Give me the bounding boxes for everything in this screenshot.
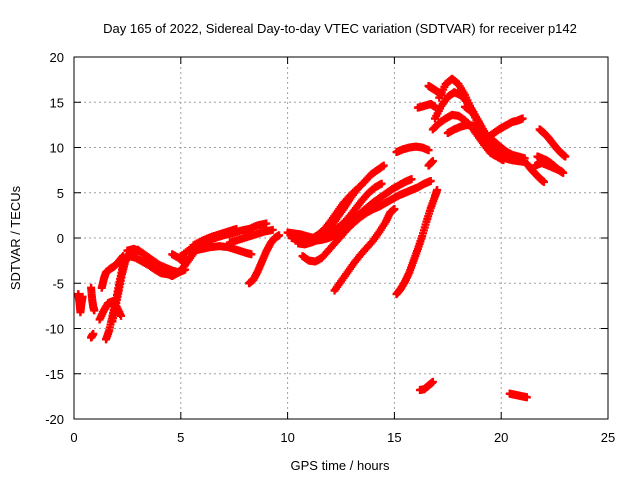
data-point — [518, 114, 527, 123]
data-point — [275, 231, 284, 240]
data-point — [89, 329, 98, 338]
data-point — [232, 224, 241, 233]
data-point — [520, 154, 529, 163]
series-37 — [416, 377, 437, 395]
y-axis-label: SDTVAR / TECUs — [8, 185, 23, 290]
x-tick-label: 10 — [280, 430, 294, 445]
y-tick-label: -10 — [45, 322, 64, 337]
data-point — [512, 152, 521, 161]
series-23 — [392, 142, 433, 157]
series-34 — [535, 125, 570, 161]
y-tick-label: -20 — [45, 412, 64, 427]
y-tick-label: 15 — [50, 95, 64, 110]
axis-ticks: 0 5 10 15 20 25 -20 -15 -10 -5 0 5 10 15 20 — [45, 50, 615, 445]
data-markers — [74, 74, 570, 402]
series-0 — [74, 290, 87, 317]
data-point — [433, 186, 442, 195]
series-21 — [330, 205, 399, 295]
series-22 — [392, 186, 442, 299]
data-point — [428, 377, 437, 386]
series-36 — [531, 158, 566, 176]
data-point — [268, 225, 277, 234]
data-point — [351, 186, 360, 195]
data-point — [390, 205, 399, 214]
data-point — [262, 219, 271, 228]
x-tick-label: 25 — [601, 430, 615, 445]
x-tick-label: 0 — [70, 430, 77, 445]
data-point — [539, 177, 548, 186]
series-25 — [413, 100, 439, 112]
y-tick-label: -5 — [52, 276, 64, 291]
data-point — [377, 179, 386, 188]
series-13 — [189, 242, 256, 259]
series-38 — [505, 389, 531, 402]
y-tick-label: 0 — [57, 231, 64, 246]
series-15 — [245, 231, 284, 288]
series-4 — [97, 252, 128, 292]
y-tick-label: 5 — [57, 186, 64, 201]
x-tick-label: 20 — [494, 430, 508, 445]
series-20 — [311, 175, 416, 245]
data-point — [557, 167, 566, 176]
series-33 — [522, 159, 548, 186]
data-point — [379, 161, 388, 170]
data-point — [247, 250, 256, 259]
data-point — [407, 175, 416, 184]
series-32 — [482, 114, 527, 143]
y-tick-label: 20 — [50, 50, 64, 65]
data-point — [350, 187, 359, 196]
data-point — [90, 306, 99, 315]
data-point — [522, 393, 531, 402]
x-tick-label: 15 — [387, 430, 401, 445]
series-24 — [424, 157, 437, 170]
data-point — [116, 311, 125, 320]
x-tick-label: 5 — [177, 430, 184, 445]
series-17 — [287, 186, 360, 245]
x-axis-label: GPS time / hours — [291, 458, 390, 473]
series-14 — [225, 225, 277, 247]
series-1 — [87, 283, 99, 315]
chart-title: Day 165 of 2022, Sidereal Day-to-day VTE… — [103, 21, 577, 36]
data-point — [561, 152, 570, 161]
data-point — [424, 146, 433, 155]
series-2 — [87, 329, 98, 342]
data-point — [78, 292, 87, 301]
data-point — [183, 255, 192, 264]
data-point — [426, 176, 435, 185]
y-tick-label: 10 — [50, 141, 64, 156]
y-tick-label: -15 — [45, 367, 64, 382]
data-point — [428, 157, 437, 166]
